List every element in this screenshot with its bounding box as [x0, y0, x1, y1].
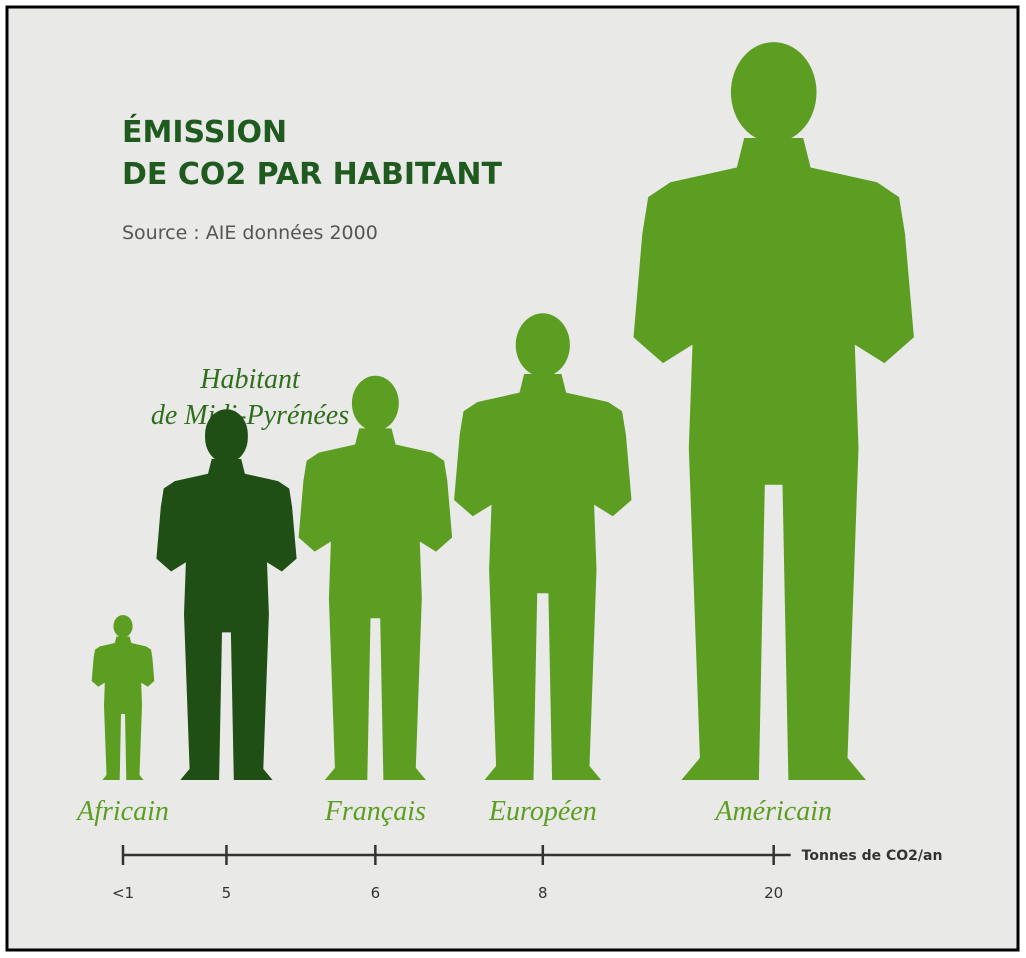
- person-figure: [454, 313, 632, 780]
- tick-label: 5: [222, 884, 232, 902]
- axis-label: Tonnes de CO2/an: [802, 848, 943, 864]
- person-figure: [633, 42, 914, 780]
- chart-title: ÉMISSION: [122, 114, 287, 150]
- tick-label: 8: [538, 884, 548, 902]
- category-label: Français: [324, 796, 426, 827]
- tick-label: 20: [764, 884, 783, 902]
- tick-label: 6: [371, 884, 381, 902]
- annotation: de Midi-Pyrénées: [151, 400, 349, 431]
- tick-label: <1: [112, 884, 134, 902]
- person-figure: [298, 375, 453, 780]
- annotation: Habitant: [199, 364, 301, 395]
- chart-title: DE CO2 PAR HABITANT: [122, 157, 502, 192]
- category-label: Africain: [75, 796, 169, 827]
- category-label: Européen: [488, 796, 597, 827]
- person-figure: [91, 615, 155, 780]
- chart-subtitle: Source : AIE données 2000: [122, 222, 378, 244]
- category-label: Américain: [713, 796, 832, 827]
- person-figure: [156, 409, 297, 780]
